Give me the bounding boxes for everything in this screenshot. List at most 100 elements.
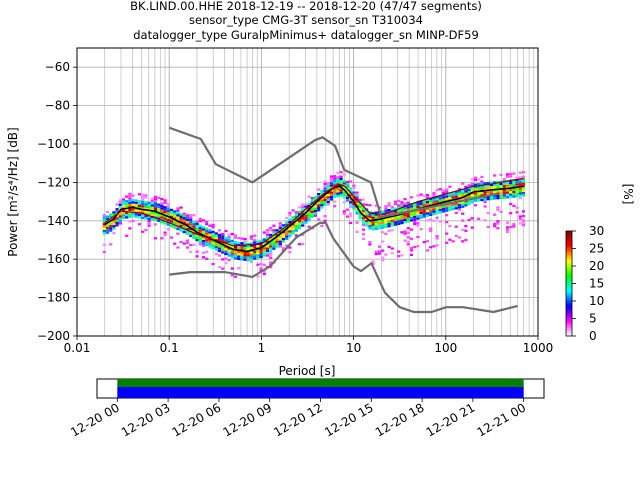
density-cell <box>262 270 266 273</box>
density-cell <box>390 222 394 225</box>
density-cell <box>249 260 254 263</box>
density-cell <box>310 197 314 200</box>
density-cell <box>237 255 241 258</box>
density-cell <box>224 250 228 253</box>
density-cell <box>182 226 186 229</box>
density-cell <box>400 208 404 211</box>
density-cell <box>195 239 199 242</box>
density-cell <box>297 210 302 214</box>
density-cell <box>163 210 167 213</box>
density-cell <box>230 242 234 245</box>
density-cell <box>211 244 215 247</box>
density-cell <box>329 196 334 199</box>
density-cell <box>403 230 407 233</box>
density-cell <box>518 194 522 197</box>
density-cell <box>393 221 398 224</box>
density-cell <box>323 201 327 204</box>
density-cell <box>313 205 318 208</box>
density-cell <box>493 213 497 216</box>
noise-model-low-line <box>169 221 518 314</box>
density-cell <box>355 196 359 199</box>
density-cell <box>150 204 154 207</box>
density-cell <box>307 218 311 221</box>
density-cell <box>105 229 110 232</box>
density-cell <box>153 223 158 226</box>
density-cell <box>320 199 324 202</box>
y-tick-label: −140 <box>37 214 70 228</box>
density-cell <box>310 206 314 209</box>
density-cell <box>275 229 279 232</box>
density-cell <box>483 182 487 185</box>
colorbar-tick-label: 5 <box>589 312 597 326</box>
density-cell <box>102 243 106 246</box>
density-cell <box>349 194 353 197</box>
density-cell <box>336 181 340 184</box>
density-cell <box>169 213 174 216</box>
density-cell <box>326 203 330 206</box>
density-cell <box>521 221 526 224</box>
density-cell <box>515 183 519 186</box>
density-cell <box>102 232 106 235</box>
density-cell <box>505 175 510 178</box>
density-cell <box>294 215 298 218</box>
density-cell <box>422 213 426 216</box>
x-tick-label: 1 <box>258 341 266 355</box>
density-cell <box>467 191 471 194</box>
density-cell <box>313 210 318 213</box>
density-cell <box>374 227 378 230</box>
density-cell <box>441 208 446 211</box>
density-cell <box>265 229 270 232</box>
density-cell <box>512 172 516 175</box>
density-cell <box>211 246 215 250</box>
density-cell <box>131 219 135 222</box>
density-cell <box>109 215 113 218</box>
density-cell <box>416 205 420 209</box>
density-cell <box>163 208 167 211</box>
density-cell <box>342 196 346 199</box>
title-line-2: sensor_type CMG-3T sensor_sn T310034 <box>189 13 423 27</box>
density-cell <box>147 204 151 207</box>
density-cell <box>118 206 122 209</box>
density-cell <box>518 192 522 195</box>
density-cell <box>358 198 362 202</box>
density-cell <box>342 194 346 197</box>
density-cell <box>329 175 334 178</box>
density-cell <box>416 194 420 197</box>
density-cell <box>285 235 289 238</box>
density-cell <box>237 237 241 240</box>
density-cell <box>451 205 455 208</box>
density-cell <box>224 243 228 246</box>
density-cell <box>435 200 439 203</box>
density-cell <box>112 220 116 223</box>
density-cell <box>345 183 350 186</box>
density-cell <box>368 217 372 221</box>
density-cell <box>397 209 401 212</box>
density-cell <box>214 234 218 237</box>
coverage-tick-label: 12-20 12 <box>271 400 325 439</box>
density-cell <box>195 250 199 253</box>
density-cell <box>387 202 391 205</box>
density-cell <box>438 211 442 214</box>
density-cell <box>432 210 436 213</box>
density-cell <box>377 222 382 225</box>
coverage-tick-label: 12-20 00 <box>68 400 122 439</box>
density-cell <box>160 214 164 217</box>
density-cell <box>326 198 330 201</box>
density-cell <box>480 185 484 188</box>
density-cell <box>182 231 186 234</box>
density-cell <box>281 235 286 238</box>
density-cell <box>288 221 292 224</box>
density-cell <box>233 257 238 260</box>
density-cell <box>323 199 327 202</box>
density-cell <box>153 198 158 201</box>
density-cell <box>345 185 350 188</box>
density-cell <box>464 192 468 195</box>
density-cell <box>205 232 209 235</box>
density-cell <box>102 216 106 219</box>
density-cell <box>509 225 513 229</box>
density-cell <box>134 204 138 207</box>
density-cell <box>112 225 116 228</box>
density-cell <box>390 205 394 209</box>
density-cell <box>320 204 324 207</box>
